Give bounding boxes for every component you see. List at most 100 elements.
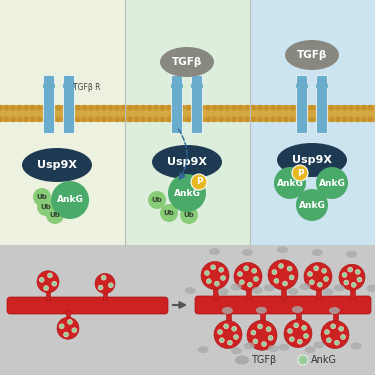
Circle shape	[89, 117, 93, 122]
Circle shape	[310, 105, 314, 110]
Circle shape	[274, 167, 306, 199]
Circle shape	[232, 117, 236, 122]
Circle shape	[323, 117, 327, 122]
Circle shape	[284, 105, 288, 110]
Circle shape	[95, 117, 100, 122]
FancyBboxPatch shape	[125, 0, 250, 245]
FancyBboxPatch shape	[0, 245, 375, 375]
Circle shape	[37, 117, 41, 122]
Circle shape	[362, 105, 366, 110]
Circle shape	[290, 337, 294, 342]
FancyBboxPatch shape	[0, 0, 125, 245]
Circle shape	[244, 266, 249, 271]
Circle shape	[168, 174, 206, 212]
Circle shape	[342, 273, 347, 278]
FancyBboxPatch shape	[350, 287, 355, 299]
Circle shape	[193, 105, 197, 110]
Circle shape	[329, 117, 334, 122]
Circle shape	[339, 326, 344, 331]
Circle shape	[11, 105, 15, 110]
Circle shape	[69, 117, 74, 122]
Circle shape	[201, 261, 229, 290]
Circle shape	[253, 339, 258, 344]
Circle shape	[342, 105, 347, 110]
Ellipse shape	[160, 47, 214, 77]
FancyBboxPatch shape	[192, 75, 202, 134]
Text: Usp9X: Usp9X	[167, 157, 207, 167]
FancyBboxPatch shape	[281, 286, 286, 299]
Circle shape	[11, 117, 15, 122]
Circle shape	[24, 105, 28, 110]
Circle shape	[309, 280, 314, 285]
Circle shape	[303, 117, 308, 122]
Circle shape	[33, 188, 51, 206]
Circle shape	[268, 260, 298, 290]
FancyBboxPatch shape	[103, 291, 107, 300]
Circle shape	[355, 117, 360, 122]
Circle shape	[69, 105, 74, 110]
Text: Ub: Ub	[184, 212, 194, 218]
Circle shape	[357, 277, 362, 282]
Circle shape	[154, 117, 158, 122]
Circle shape	[266, 327, 271, 332]
Circle shape	[317, 282, 322, 287]
Circle shape	[148, 191, 166, 209]
Text: Usp9X: Usp9X	[37, 160, 77, 170]
Circle shape	[248, 282, 252, 287]
Circle shape	[56, 117, 61, 122]
Circle shape	[160, 117, 165, 122]
Circle shape	[258, 117, 262, 122]
Text: AnkG: AnkG	[298, 201, 326, 210]
Circle shape	[121, 105, 126, 110]
Text: P: P	[297, 168, 303, 177]
Circle shape	[17, 105, 22, 110]
FancyBboxPatch shape	[246, 287, 251, 299]
Circle shape	[234, 262, 262, 291]
Ellipse shape	[242, 249, 253, 256]
Circle shape	[193, 117, 197, 122]
Circle shape	[173, 117, 178, 122]
Circle shape	[50, 105, 54, 110]
Circle shape	[82, 117, 87, 122]
Circle shape	[217, 330, 222, 334]
Circle shape	[304, 262, 332, 291]
Circle shape	[238, 117, 243, 122]
Circle shape	[89, 105, 93, 110]
Circle shape	[154, 105, 158, 110]
Circle shape	[219, 338, 224, 343]
Ellipse shape	[256, 307, 267, 314]
Circle shape	[234, 334, 238, 339]
Circle shape	[57, 317, 79, 339]
Circle shape	[225, 117, 230, 122]
Text: Ub: Ub	[37, 194, 47, 200]
Circle shape	[204, 270, 210, 276]
Circle shape	[316, 105, 321, 110]
Circle shape	[59, 324, 64, 329]
Circle shape	[297, 339, 302, 344]
Circle shape	[284, 117, 288, 122]
Ellipse shape	[243, 342, 255, 350]
FancyBboxPatch shape	[250, 0, 375, 245]
Circle shape	[297, 105, 301, 110]
Text: TGFβ: TGFβ	[172, 57, 202, 67]
Circle shape	[52, 281, 57, 286]
Text: Ub: Ub	[40, 204, 51, 210]
Circle shape	[56, 105, 61, 110]
Circle shape	[180, 117, 184, 122]
Circle shape	[245, 117, 249, 122]
Circle shape	[245, 105, 249, 110]
Circle shape	[37, 198, 55, 216]
Circle shape	[180, 206, 198, 224]
FancyBboxPatch shape	[44, 75, 54, 134]
Ellipse shape	[277, 143, 347, 177]
Circle shape	[24, 117, 28, 122]
Circle shape	[128, 105, 132, 110]
FancyBboxPatch shape	[46, 290, 50, 300]
Ellipse shape	[312, 249, 323, 256]
Circle shape	[340, 334, 345, 339]
Circle shape	[329, 105, 334, 110]
Circle shape	[348, 267, 353, 272]
Circle shape	[339, 264, 365, 290]
Circle shape	[279, 264, 284, 268]
Ellipse shape	[264, 285, 274, 291]
